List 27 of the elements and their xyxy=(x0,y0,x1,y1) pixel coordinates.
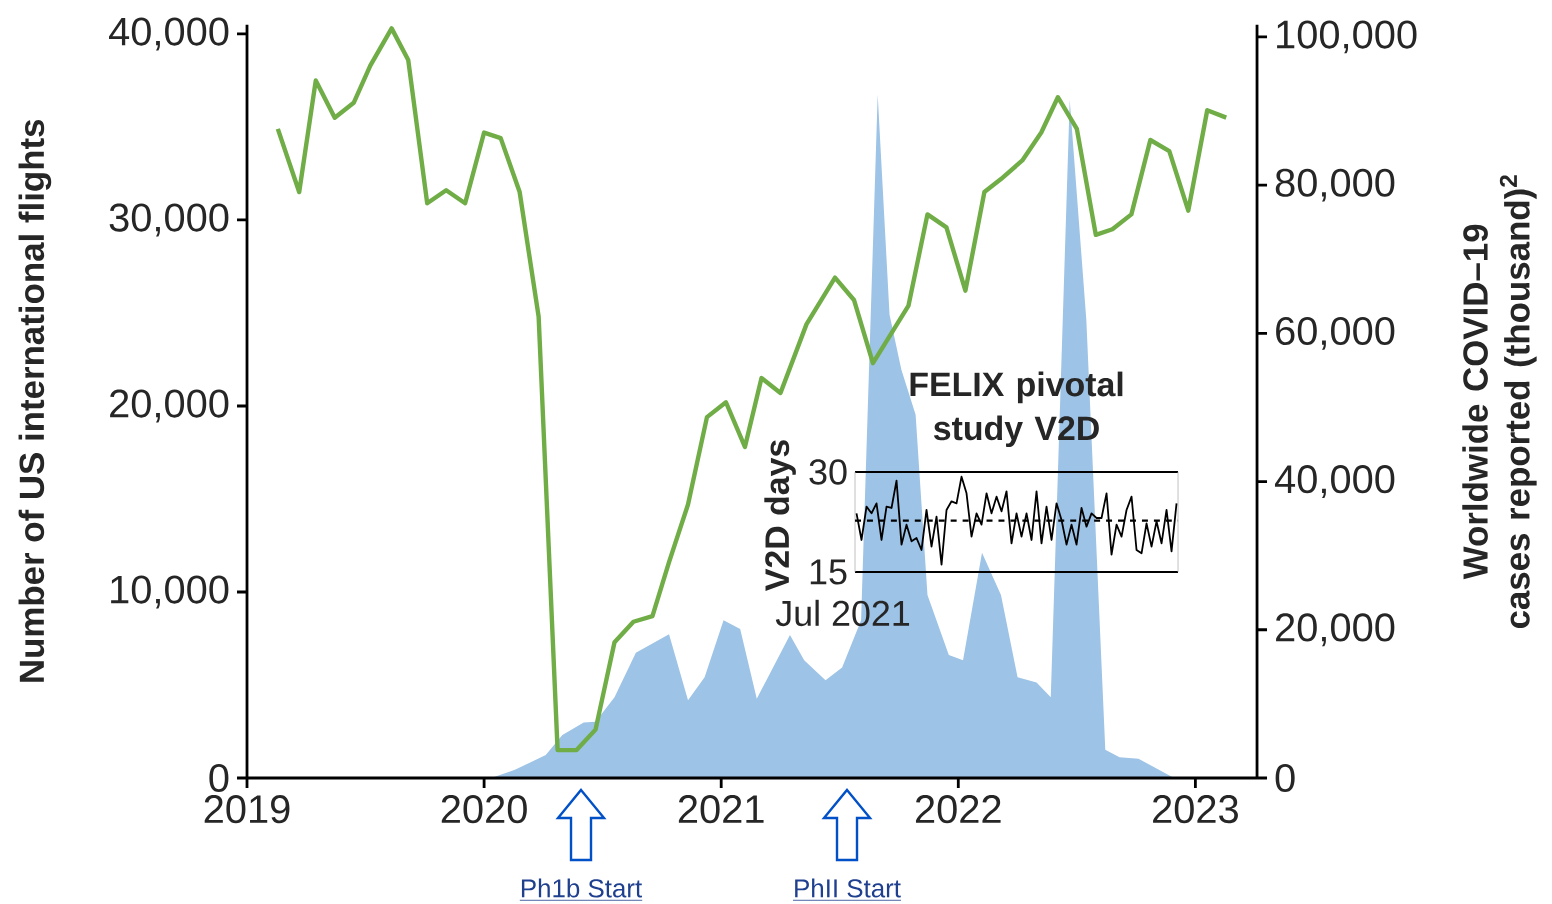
y2-tick-label: 100,000 xyxy=(1277,20,1417,54)
y-tick-label: 0 xyxy=(209,763,229,793)
y-axis-title: V2D days xyxy=(764,440,796,592)
y-tick-label: 10,000 xyxy=(111,575,229,609)
x-tick-label: 2020 xyxy=(441,795,527,824)
y2-axis-title: Worldwide COVID–19 cases reported (thousand)$^{2}$ xyxy=(1462,175,1537,629)
y2-tick-label: 20,000 xyxy=(1276,613,1395,647)
y-tick-label: 40,000 xyxy=(109,17,229,51)
line-series xyxy=(275,26,1229,753)
y-tick-label: 30,000 xyxy=(109,203,229,237)
x-axis-title: Jul 2021 xyxy=(775,599,910,627)
x-tick-label: 2021 xyxy=(678,795,764,824)
y-tick-label: 30 xyxy=(809,459,847,485)
y-tick-label: 20,000 xyxy=(110,389,229,423)
text: PhII Start xyxy=(795,878,901,898)
text: Ph1b Start xyxy=(521,878,642,898)
y2-tick-label: 60,000 xyxy=(1276,316,1395,350)
chart-title: FELIX pivotal study V2D xyxy=(910,371,1123,447)
y-tick-label: 15 xyxy=(810,559,847,585)
x-tick-label: 2023 xyxy=(1153,795,1238,824)
y2-tick-label: 80,000 xyxy=(1275,168,1395,202)
x-tick-label: 2022 xyxy=(915,795,1001,824)
line-series xyxy=(855,475,1178,566)
y2-tick-label: 40,000 xyxy=(1274,465,1395,499)
y2-tick-label: 0 xyxy=(1275,763,1295,793)
y-axis-title: Number of US international flights xyxy=(18,119,52,682)
x-tick-label: 2019 xyxy=(204,795,290,824)
